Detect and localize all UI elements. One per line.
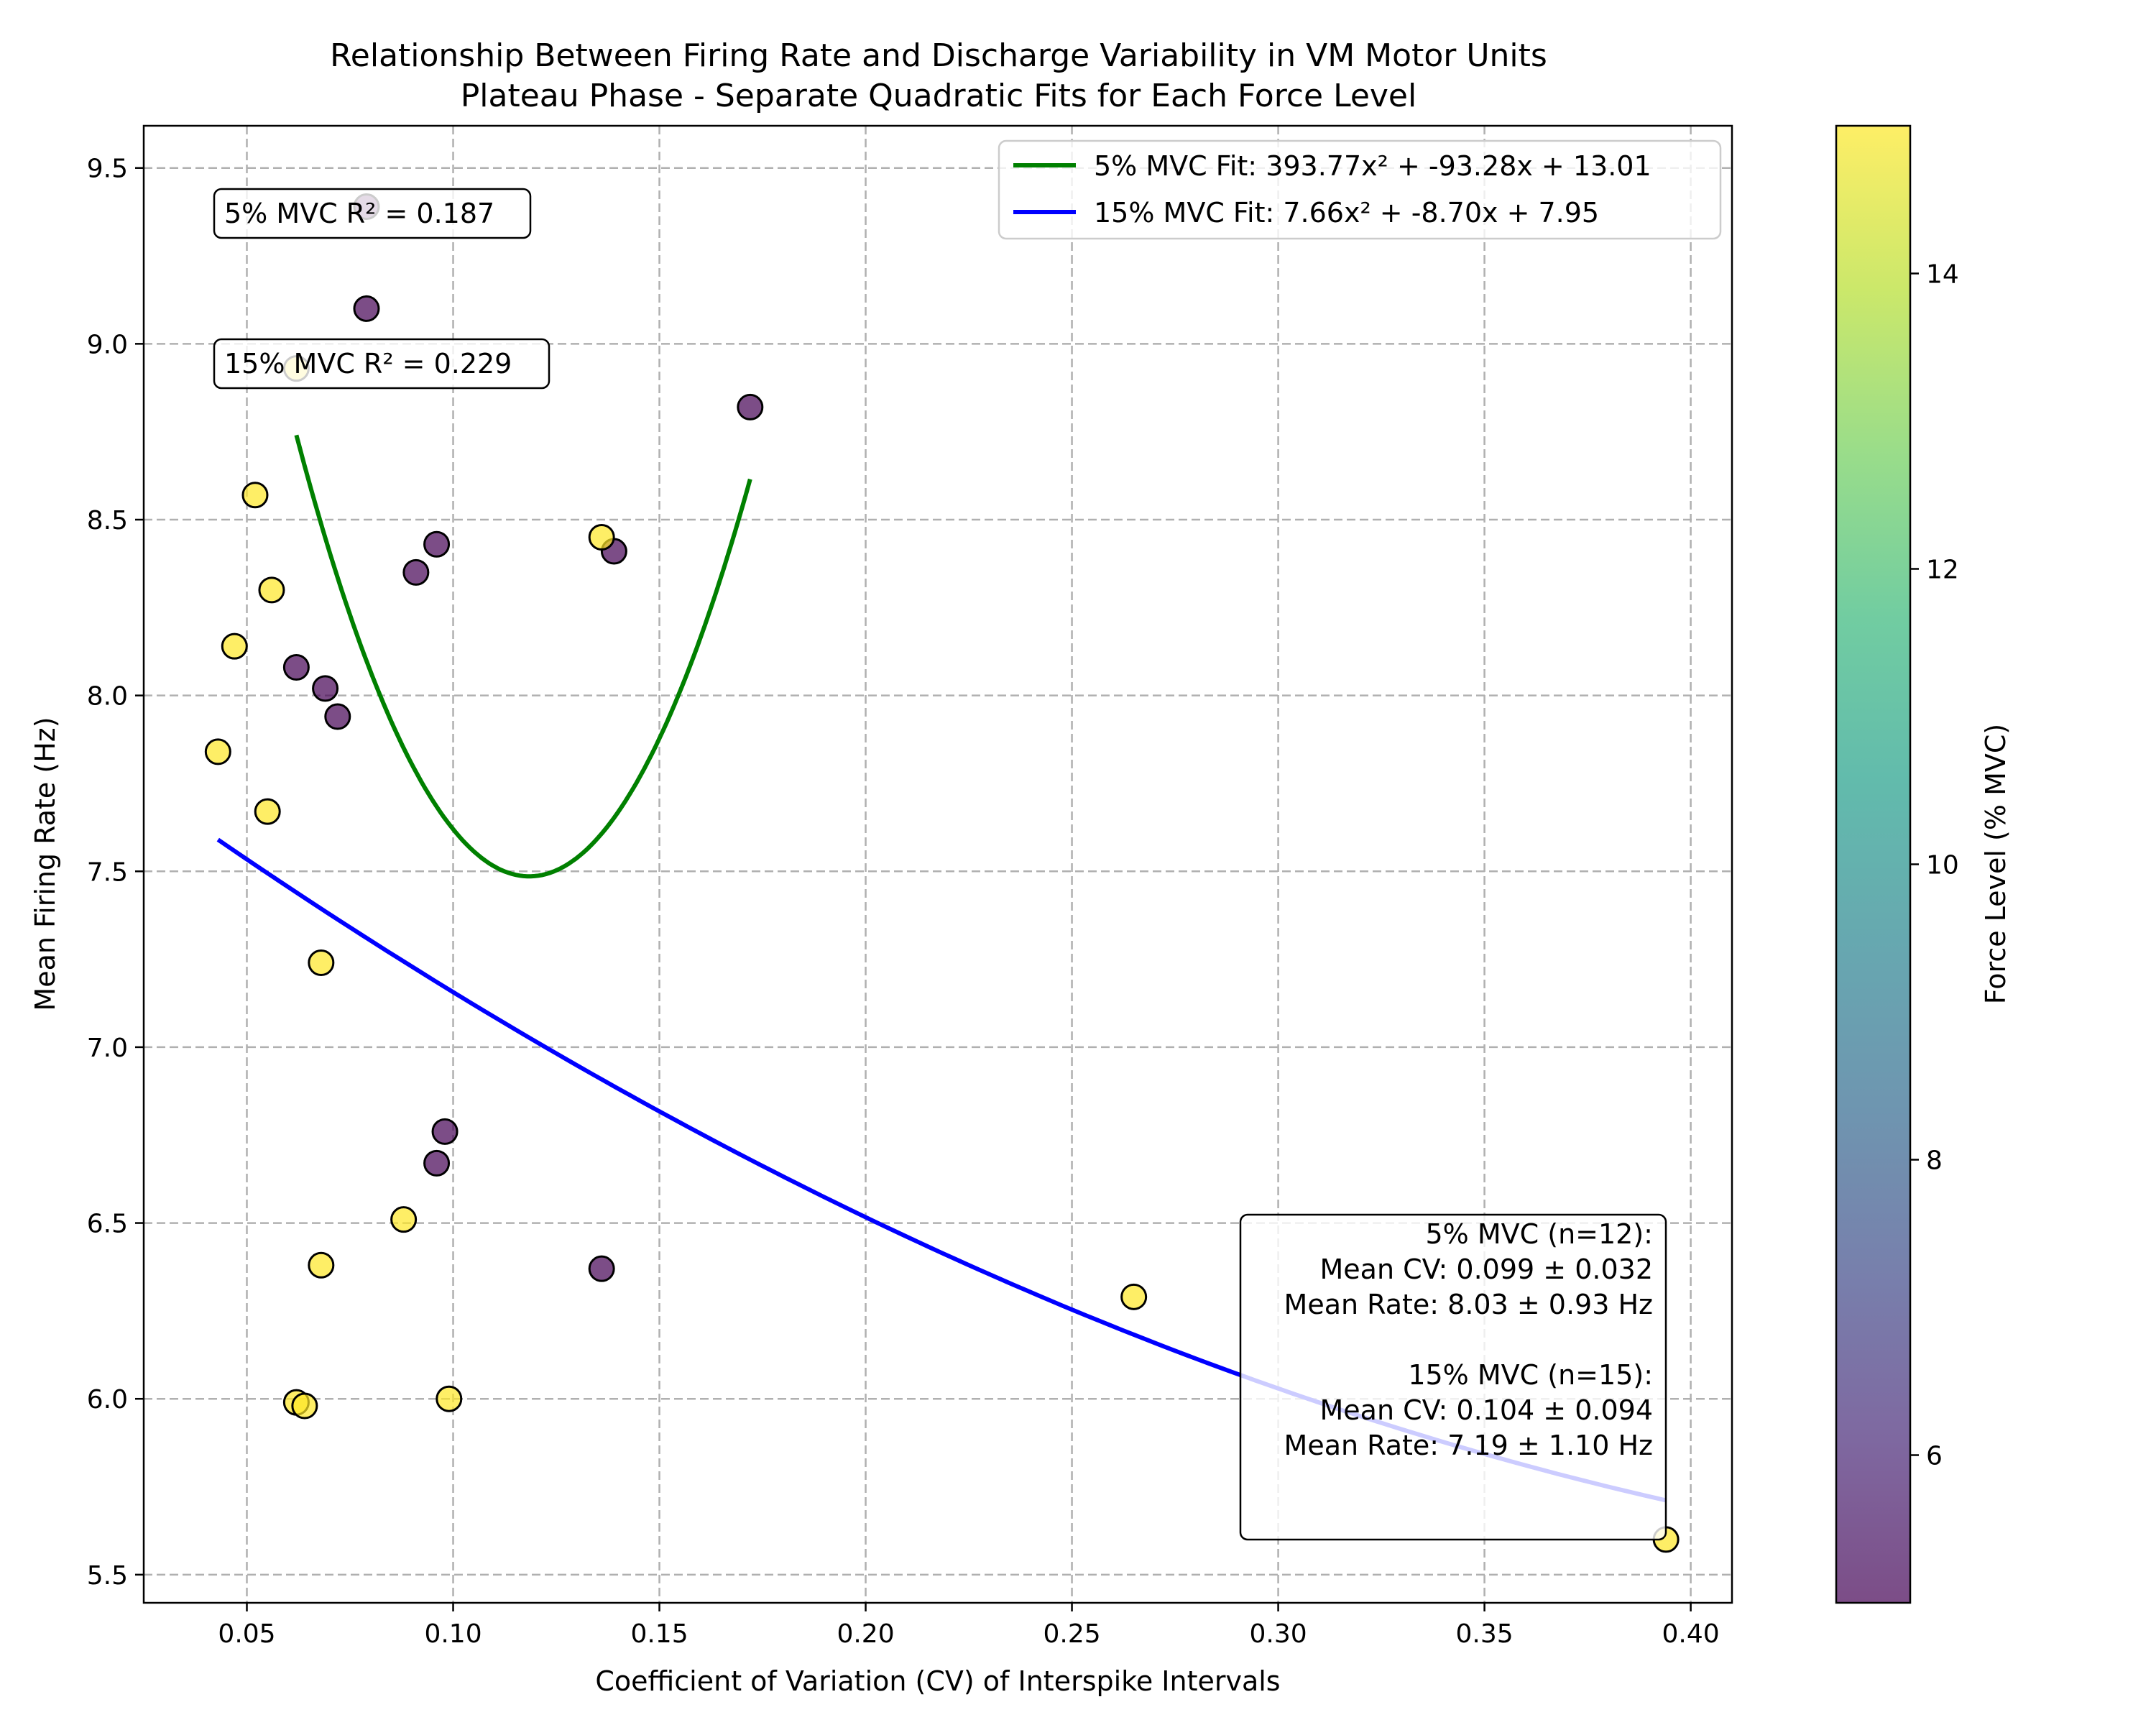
- stats-line: Mean Rate: 8.03 ± 0.93 Hz: [1284, 1289, 1653, 1320]
- point-5mvc: [324, 703, 351, 730]
- point-15mvc: [436, 1385, 463, 1412]
- colorbar: [1835, 124, 1912, 1604]
- point-5mvc: [737, 393, 764, 420]
- stats-line: Mean CV: 0.104 ± 0.094: [1320, 1394, 1654, 1426]
- x-axis-label: Coefficient of Variation (CV) of Intersp…: [595, 1665, 1280, 1697]
- point-5mvc: [431, 1118, 459, 1145]
- y-axis-ticks: 5.5 6.0 6.5 7.0 7.5 8.0 8.5 9.0 9.5: [87, 155, 144, 1591]
- y-tick-label: 7.0: [87, 1034, 128, 1063]
- x-tick-label: 0.25: [1043, 1619, 1100, 1649]
- point-15mvc: [291, 1392, 318, 1420]
- x-tick-label: 0.10: [424, 1619, 482, 1649]
- x-tick-label: 0.30: [1249, 1619, 1307, 1649]
- y-tick-label: 5.5: [87, 1561, 128, 1591]
- r2-box-5mvc: 5% MVC R² = 0.187: [213, 188, 532, 239]
- y-tick-label: 8.5: [87, 506, 128, 535]
- svg-text:15% MVC R² = 0.229: 15% MVC R² = 0.229: [224, 348, 512, 380]
- svg-text:5% MVC R² = 0.187: 5% MVC R² = 0.187: [224, 198, 494, 229]
- x-tick-label: 0.20: [837, 1619, 894, 1649]
- stats-line: 15% MVC (n=15):: [1408, 1359, 1653, 1391]
- y-axis-label: Mean Firing Rate (Hz): [29, 717, 61, 1011]
- colorbar-tick-label: 8: [1926, 1146, 1943, 1176]
- chart-title-line2: Plateau Phase - Separate Quadratic Fits …: [461, 78, 1416, 114]
- legend-label-fit5: 5% MVC Fit: 393.77x² + -93.28x + 13.01: [1094, 150, 1651, 182]
- stats-box: 5% MVC (n=12): Mean CV: 0.099 ± 0.032 Me…: [1239, 1213, 1667, 1541]
- point-15mvc: [221, 632, 248, 660]
- point-15mvc: [588, 523, 615, 551]
- legend: 5% MVC Fit: 393.77x² + -93.28x + 13.01 1…: [998, 139, 1722, 240]
- point-15mvc: [390, 1206, 418, 1233]
- point-5mvc: [282, 654, 310, 681]
- y-tick-label: 9.0: [87, 330, 128, 359]
- x-tick-label: 0.15: [630, 1619, 688, 1649]
- point-15mvc: [241, 482, 269, 509]
- point-5mvc: [353, 295, 380, 322]
- point-15mvc: [258, 576, 285, 604]
- y-tick-label: 9.5: [87, 155, 128, 184]
- r2-box-15mvc: 15% MVC R² = 0.229: [213, 338, 550, 390]
- point-5mvc: [402, 558, 430, 586]
- point-5mvc: [312, 675, 339, 702]
- point-15mvc: [254, 798, 281, 825]
- point-5mvc: [423, 530, 451, 558]
- y-tick-label: 6.5: [87, 1210, 128, 1239]
- colorbar-tick-label: 14: [1926, 260, 1959, 290]
- x-tick-label: 0.40: [1662, 1619, 1720, 1649]
- stats-line: 5% MVC (n=12):: [1426, 1218, 1654, 1250]
- stats-line: Mean CV: 0.099 ± 0.032: [1320, 1254, 1654, 1285]
- chart-title-line1: Relationship Between Firing Rate and Dis…: [330, 37, 1547, 74]
- colorbar-tick-label: 10: [1926, 851, 1959, 880]
- fit-curve-5mvc: [294, 434, 752, 879]
- point-15mvc: [308, 1251, 335, 1279]
- legend-label-fit15: 15% MVC Fit: 7.66x² + -8.70x + 7.95: [1094, 197, 1599, 229]
- x-tick-label: 0.05: [218, 1619, 275, 1649]
- point-15mvc: [308, 949, 335, 976]
- point-5mvc: [588, 1255, 615, 1282]
- plot-frame: [142, 124, 1733, 1604]
- y-tick-label: 7.5: [87, 857, 128, 887]
- point-15mvc: [1120, 1283, 1148, 1310]
- point-5mvc: [423, 1149, 451, 1177]
- stats-line: Mean Rate: 7.19 ± 1.10 Hz: [1284, 1430, 1653, 1461]
- point-15mvc: [204, 738, 231, 765]
- colorbar-tick-label: 6: [1926, 1442, 1943, 1471]
- colorbar-tick-label: 12: [1926, 556, 1959, 585]
- y-tick-label: 6.0: [87, 1385, 128, 1414]
- x-axis-ticks: 0.05 0.10 0.15 0.20 0.25 0.30 0.35 0.40: [218, 1603, 1720, 1649]
- colorbar-label: Force Level (% MVC): [1980, 724, 2012, 1004]
- y-tick-label: 8.0: [87, 682, 128, 712]
- x-tick-label: 0.35: [1456, 1619, 1514, 1649]
- colorbar-ticks: 6 8 10 12 14: [1910, 260, 1959, 1471]
